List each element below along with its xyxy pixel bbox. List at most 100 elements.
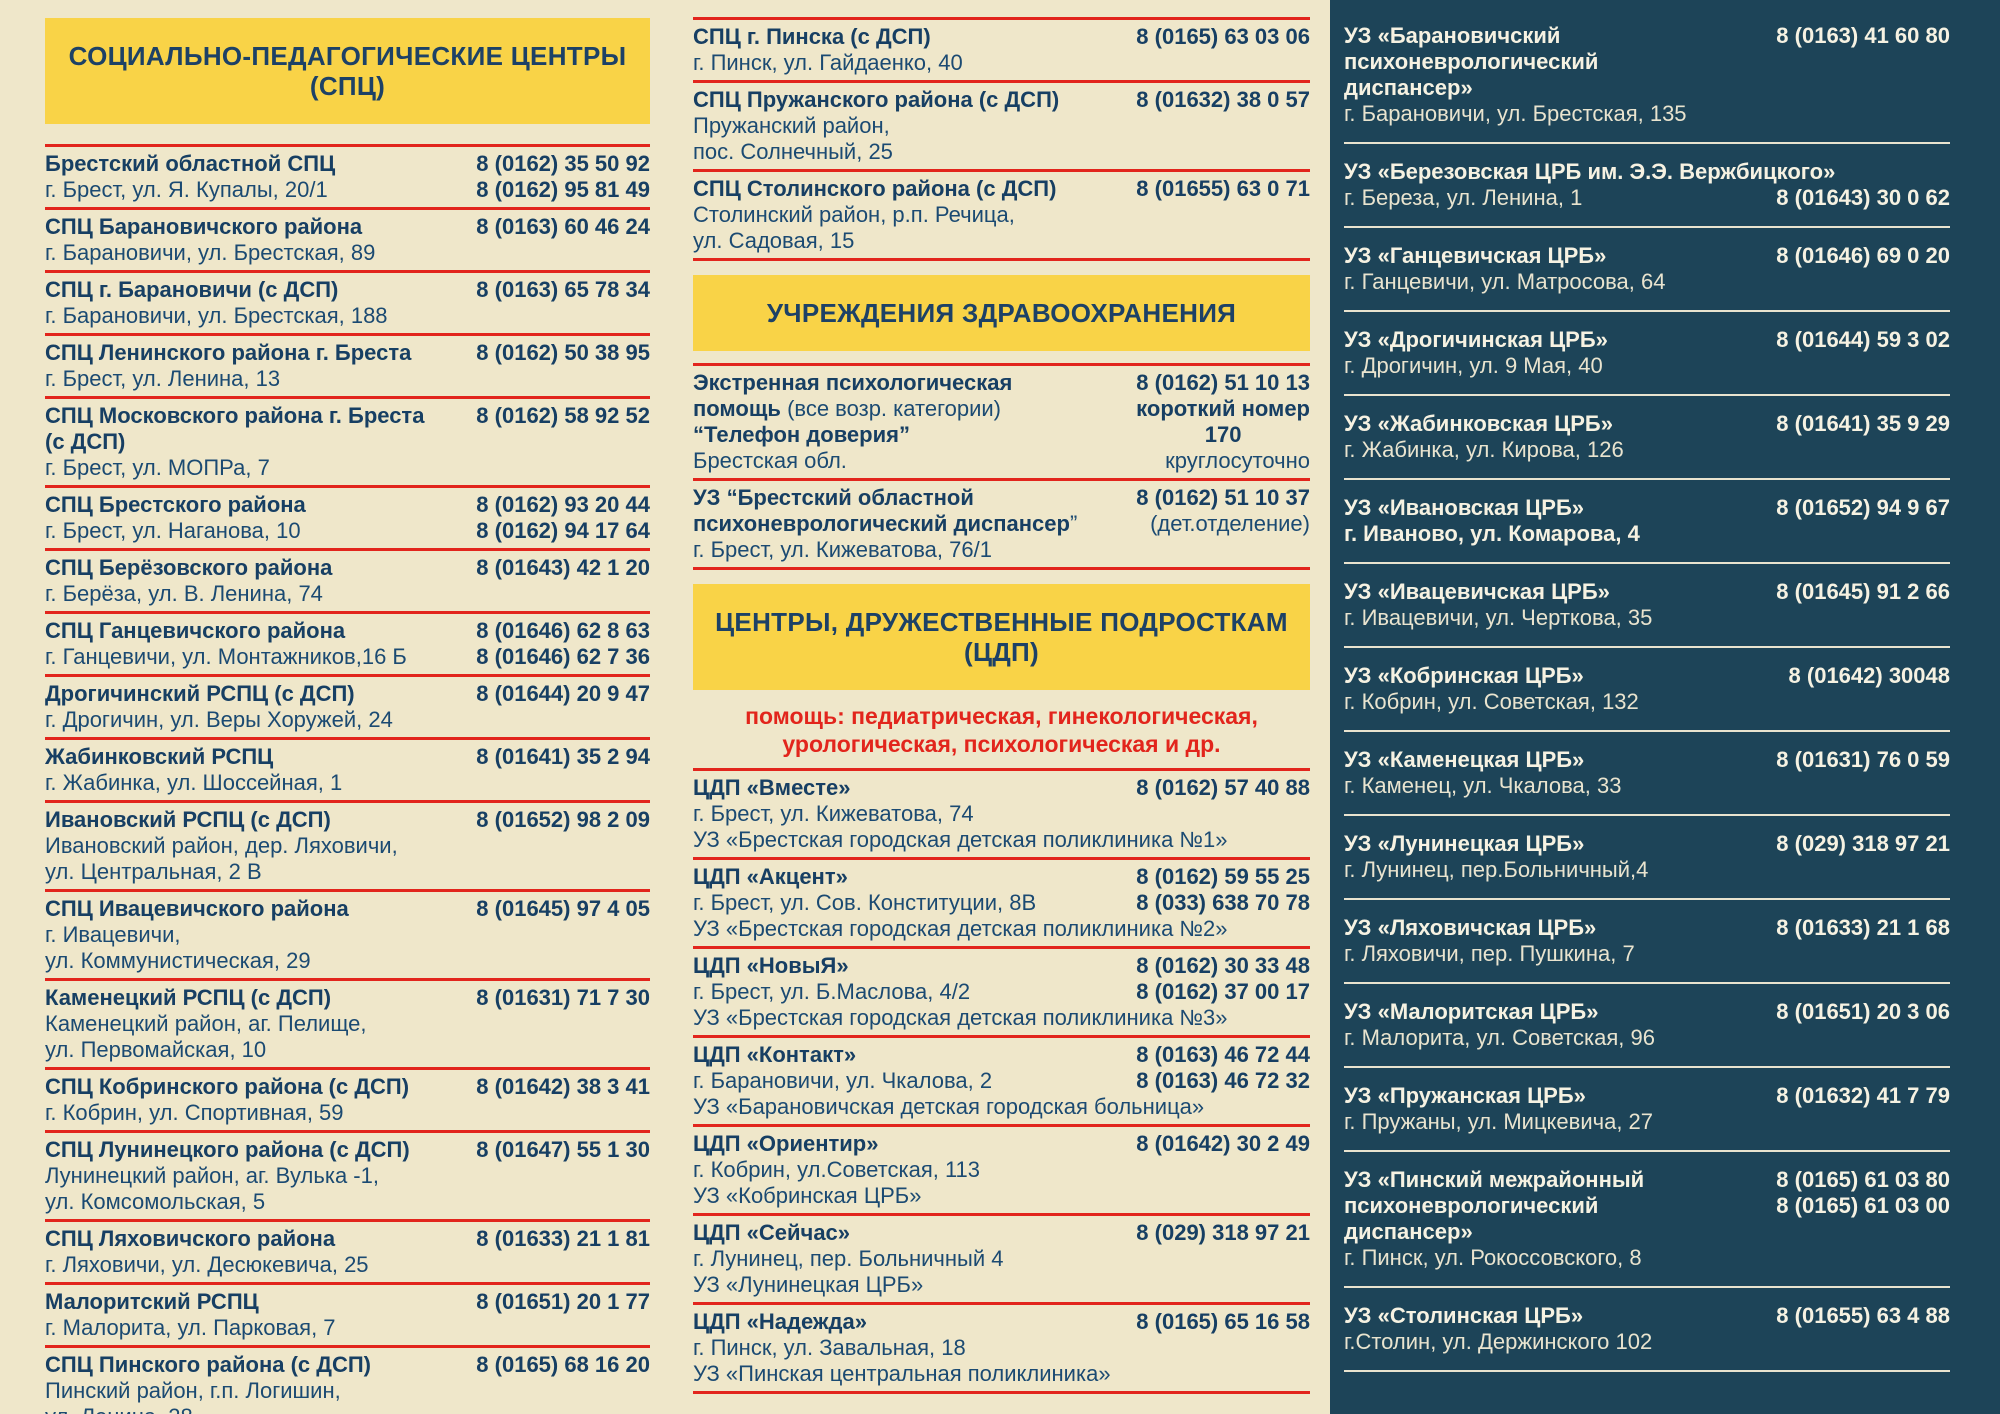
separator-line [45, 485, 650, 488]
entry-text-line: г. Брест, ул. Сов. Конституции, 8В [693, 890, 1128, 916]
directory-entry: УЗ “Брестский областной психоневрологичес… [693, 481, 1310, 567]
entry-text-line: пос. Солнечный, 25 [693, 139, 1128, 165]
entry-phones: 8 (01651) 20 3 06 [1776, 999, 1950, 1051]
entry-text-line: УЗ “Брестский областной [693, 485, 1128, 511]
health-facilities-panel: УЗ «Барановичский психоневрологический дис… [1330, 0, 2000, 1414]
directory-entry: УЗ «Каменецкая ЦРБ» г. Каменец, ул. Чкало… [1344, 732, 1950, 814]
directory-entry: СПЦ Ганцевичского района г. Ганцевичи, ул… [45, 614, 650, 674]
text-segment: г. Брест, ул. Ленина, 13 [45, 366, 281, 391]
entry-text-line: Брестский областной СПЦ [45, 151, 468, 177]
entry-phones: 8 (0162) 50 38 95 [476, 340, 650, 392]
separator-line [1344, 310, 1950, 312]
entry-phones: 8 (01642) 30048 [1789, 663, 1950, 715]
entry-text-line: г. Брест, ул. Я. Купалы, 20/1 [45, 177, 468, 203]
entry-text-line: г. Ганцевичи, ул. Матросова, 64 [1344, 269, 1768, 295]
text-segment: 8 (01642) 38 3 41 [476, 1074, 650, 1099]
entry-text-line: помощь (все возр. категории) [693, 396, 1128, 422]
entry-text-line: г.Столин, ул. Держинского 102 [1344, 1329, 1768, 1355]
health-facilities-list: УЗ «Барановичский психоневрологический дис… [1344, 8, 1950, 1372]
separator-line [1344, 478, 1950, 480]
entry-info: УЗ «Кобринская ЦРБ» г. Кобрин, ул. Советс… [1344, 663, 1781, 715]
text-segment: 8 (0162) 51 10 37 [1136, 485, 1310, 510]
text-segment: 8 (01631) 76 0 59 [1776, 747, 1950, 772]
entry-text-line: УЗ «Пинский межрайонный [1344, 1167, 1768, 1193]
separator-line [1344, 730, 1950, 732]
entry-info: УЗ «Пружанская ЦРБ» г. Пружаны, ул. Мицке… [1344, 1083, 1768, 1135]
entry-text-line: г. Кобрин, ул. Спортивная, 59 [45, 1100, 468, 1126]
text-segment: круглосуточно [1165, 448, 1310, 473]
entry-phones: 8 (01644) 59 3 02 [1776, 327, 1950, 379]
text-segment: УЗ «Березовская ЦРБ им. Э.Э. Вержбицкого… [1344, 159, 1836, 184]
entry-info: УЗ «Жабинковская ЦРБ» г. Жабинка, ул. Кир… [1344, 411, 1768, 463]
text-segment: 8 (01643) 42 1 20 [476, 555, 650, 580]
text-segment: УЗ «Ивацевичская ЦРБ» [1344, 579, 1610, 604]
text-segment: 8 (0162) 50 38 95 [476, 340, 650, 365]
entry-text-line: УЗ «Лунинецкая ЦРБ» [693, 1272, 1310, 1298]
entry-info: Каменецкий РСПЦ (с ДСП) Каменецкий район,… [45, 985, 468, 1063]
entry-phone-line: 8 (01643) 30 0 62 [1776, 185, 1950, 211]
entry-phone-line: 8 (01646) 69 0 20 [1776, 243, 1950, 269]
text-segment: г. Пружаны, ул. Мицкевича, 27 [1344, 1109, 1654, 1134]
entry-text-line: ЦДП «Сейчас» [693, 1220, 1128, 1246]
text-segment: 8 (01632) 41 7 79 [1776, 1083, 1950, 1108]
entry-info: ЦДП «НовыЯ» г. Брест, ул. Б.Маслова, 4/2 [693, 953, 1128, 1005]
separator-line [1344, 982, 1950, 984]
entry-phone-line: 8 (01652) 94 9 67 [1776, 495, 1950, 521]
text-segment: короткий номер [1136, 396, 1310, 421]
text-segment: УЗ «Кобринская ЦРБ» [693, 1183, 922, 1208]
entry-info: Малоритский РСПЦ г. Малорита, ул. Паркова… [45, 1289, 468, 1341]
directory-entry: СПЦ Кобринского района (с ДСП) г. Кобрин,… [45, 1070, 650, 1130]
entry-text-line: СПЦ Столинского района (с ДСП) [693, 176, 1128, 202]
text-segment: УЗ «Ганцевичская ЦРБ» [1344, 243, 1607, 268]
text-segment: 8 (01632) 38 0 57 [1136, 87, 1310, 112]
text-segment: 8 (01642) 30 2 49 [1136, 1131, 1310, 1156]
text-segment: г. Малорита, ул. Парковая, 7 [45, 1315, 336, 1340]
text-segment: ул. Центральная, 2 В [45, 859, 262, 884]
entry-phones: 8 (0162) 59 55 25 8 (033) 638 70 78 [1136, 864, 1310, 916]
directory-entry: Ивановский РСПЦ (с ДСП) Ивановский район,… [45, 803, 650, 889]
entry-text-line: УЗ «Брестская городская детская поликлин… [693, 916, 1310, 942]
entry-text-line: УЗ «Лунинецкая ЦРБ» [1344, 831, 1768, 857]
entry-text-line: г. Барановичи, ул. Брестская, 135 [1344, 101, 1768, 127]
entry-phone-line: 8 (0162) 94 17 64 [476, 518, 650, 544]
entry-text-line: г. Лунинец, пер. Больничный 4 [693, 1246, 1128, 1272]
entry-info: ЦДП «Контакт» г. Барановичи, ул. Чкалова,… [693, 1042, 1128, 1094]
text-segment: 8 (0163) 60 46 24 [476, 214, 650, 239]
entry-text-line: ул. Ленина, 28 [45, 1404, 468, 1414]
text-segment: 8 (0162) 59 55 25 [1136, 864, 1310, 889]
entry-phones: 8 (01646) 62 8 63 8 (01646) 62 7 36 [476, 618, 650, 670]
text-segment: ЦДП «Акцент» [693, 864, 848, 889]
entry-text-line: Каменецкий район, аг. Пелище, [45, 1011, 468, 1037]
text-segment: Каменецкий РСПЦ (с ДСП) [45, 985, 332, 1010]
entry-phone-line: 8 (01645) 91 2 66 [1776, 579, 1950, 605]
separator-line [1344, 1150, 1950, 1152]
entry-phones: 8 (0163) 41 60 80 [1776, 23, 1950, 127]
spc-section-header: СОЦИАЛЬНО-ПЕДАГОГИЧЕСКИЕ ЦЕНТРЫ (СПЦ) [45, 18, 650, 124]
entry-phones: 8 (01631) 71 7 30 [476, 985, 650, 1063]
entry-phone-line: 8 (0163) 46 72 32 [1136, 1068, 1310, 1094]
text-segment: 8 (029) 318 97 21 [1776, 831, 1950, 856]
entry-text-line: УЗ «Кобринская ЦРБ» [693, 1183, 1310, 1209]
text-segment: г. Брест, ул. Б.Маслова, 4/2 [693, 979, 971, 1004]
entry-text-line: СПЦ Ляховичского района [45, 1226, 468, 1252]
entry-phone-line: 8 (01631) 71 7 30 [476, 985, 650, 1011]
entry-phone-line: 8 (0163) 65 78 34 [476, 277, 650, 303]
separator-line [45, 737, 650, 740]
separator-line [1344, 226, 1950, 228]
entry-phones: 8 (0165) 65 16 58 [1136, 1309, 1310, 1361]
entry-info: СПЦ г. Пинска (с ДСП) г. Пинск, ул. Гайда… [693, 24, 1128, 76]
entry-organization: УЗ «Кобринская ЦРБ» [693, 1183, 1310, 1209]
entry-phones: 8 (0162) 51 10 13 короткий номер 170 кругло… [1136, 370, 1310, 474]
entry-phone-line: 8 (01651) 20 1 77 [476, 1289, 650, 1315]
directory-entry: УЗ «Пинский межрайонный психоневрологичес… [1344, 1152, 1950, 1286]
entry-phone-line: 8 (029) 318 97 21 [1136, 1220, 1310, 1246]
separator-line [693, 1302, 1310, 1305]
text-segment: 8 (01646) 62 8 63 [476, 618, 650, 643]
entry-phone-line: 8 (0165) 68 16 20 [476, 1352, 650, 1378]
entry-text-line: СПЦ Ивацевичского района [45, 896, 468, 922]
text-segment: г. Барановичи, ул. Брестская, 188 [45, 303, 388, 328]
separator-line [693, 80, 1310, 83]
text-segment: 170 [1204, 422, 1242, 447]
separator-line [45, 978, 650, 981]
entry-phone-line: 8 (0165) 65 16 58 [1136, 1309, 1310, 1335]
